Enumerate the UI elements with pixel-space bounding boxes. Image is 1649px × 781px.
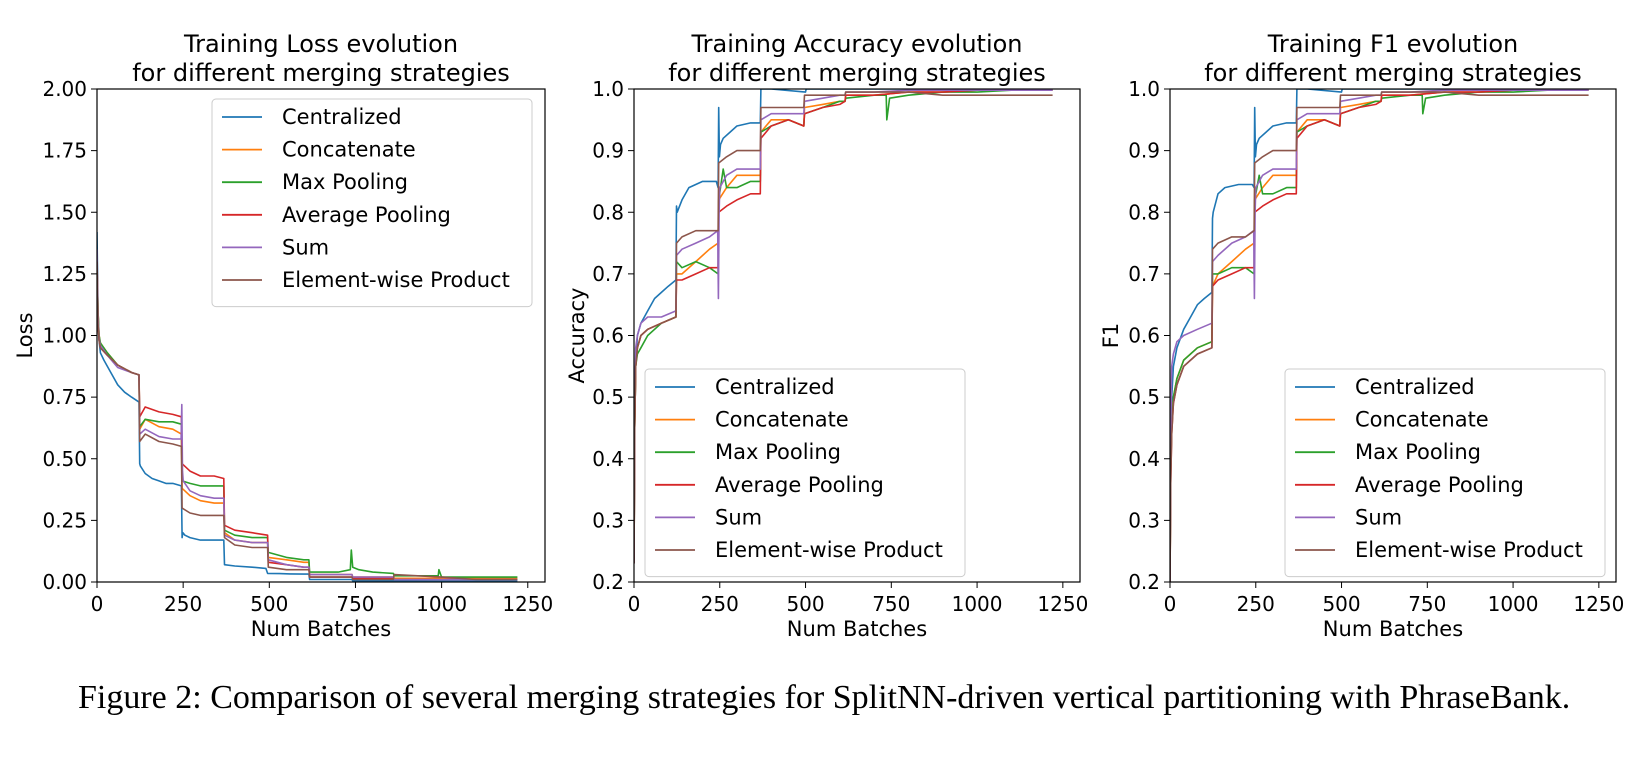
y-tick-label: 0.3 [592,508,624,532]
x-tick-label: 750 [336,592,374,616]
x-tick-label: 250 [701,592,739,616]
y-tick-label: 1.0 [1128,77,1160,101]
y-tick-label: 0.7 [592,262,624,286]
chart-title-line-1: Training F1 evolution [1267,30,1519,58]
legend-box [1284,368,1606,578]
x-tick-label: 250 [164,592,202,616]
x-tick-label: 1000 [416,592,467,616]
series-line-concatenate [97,261,518,580]
y-tick-label: 0.50 [42,447,87,471]
y-tick-label: 1.00 [42,324,87,348]
figure-caption: Figure 2: Comparison of several merging … [78,679,1571,716]
legend-label-element-wise-product: Element-wise Product [282,268,510,292]
x-axis-label: Num Batches [787,617,927,641]
x-tick-label: 1250 [1037,592,1088,616]
y-tick-label: 0.5 [592,385,624,409]
y-tick-label: 0.9 [592,139,624,163]
y-tick-label: 1.75 [42,139,87,163]
x-tick-label: 250 [1237,592,1275,616]
legend-label-max-pooling: Max Pooling [282,170,408,194]
legend: Centralized Concatenate Max Pooling Average… [1284,368,1606,578]
legend-label-concatenate: Concatenate [1355,408,1489,432]
y-tick-label: 0.9 [1128,139,1160,163]
y-tick-label: 0.75 [42,385,87,409]
y-tick-label: 0.8 [1128,200,1160,224]
y-tick-label: 0.2 [592,570,624,594]
y-axis-label: F1 [1099,323,1123,348]
x-axis-label: Num Batches [1323,617,1463,641]
x-tick-label: 500 [786,592,824,616]
x-tick-label: 750 [872,592,910,616]
series-line-max-pooling [97,261,518,578]
y-tick-label: 0.4 [592,447,624,471]
series-line-average-pooling [97,261,518,581]
chart-title-line-2: for different merging strategies [1204,59,1582,87]
series-line-element-wise-product [97,261,518,581]
y-tick-label: 1.25 [42,262,87,286]
y-tick-label: 0.6 [592,324,624,348]
legend-label-centralized: Centralized [1355,375,1475,399]
y-tick-label: 0.25 [42,508,87,532]
legend-label-sum: Sum [282,235,329,259]
legend-label-max-pooling: Max Pooling [715,440,841,464]
legend-label-average-pooling: Average Pooling [282,203,451,227]
y-tick-label: 0.2 [1128,570,1160,594]
legend-label-element-wise-product: Element-wise Product [715,538,943,562]
x-axis-label: Num Batches [251,617,391,641]
chart-title-line-2: for different merging strategies [668,59,1046,87]
x-tick-label: 0 [91,592,104,616]
y-tick-label: 0.7 [1128,262,1160,286]
x-tick-label: 1250 [502,592,553,616]
chart-title-line-2: for different merging strategies [132,59,510,87]
series-line-element-wise-product [1170,91,1589,582]
plot-lines [634,89,1053,564]
legend-label-average-pooling: Average Pooling [1355,473,1524,497]
y-tick-label: 0.00 [42,570,87,594]
legend-label-concatenate: Concatenate [282,138,416,162]
x-tick-label: 750 [1408,592,1446,616]
y-tick-label: 1.50 [42,200,87,224]
y-tick-label: 0.8 [592,200,624,224]
legend-label-concatenate: Concatenate [715,408,849,432]
x-tick-label: 1000 [952,592,1003,616]
x-tick-label: 500 [1322,592,1360,616]
x-tick-label: 1000 [1488,592,1539,616]
legend-label-centralized: Centralized [282,105,402,129]
y-tick-label: 0.3 [1128,508,1160,532]
y-tick-label: 0.6 [1128,324,1160,348]
y-tick-label: 1.0 [592,77,624,101]
series-line-centralized [1170,89,1589,582]
series-line-element-wise-product [634,91,1053,564]
legend-label-sum: Sum [715,505,762,529]
y-tick-label: 0.4 [1128,447,1160,471]
series-line-centralized [97,231,518,582]
plot-lines [1170,89,1589,582]
legend: Centralized Concatenate Max Pooling Average… [211,98,533,308]
y-axis-label: Accuracy [565,288,589,384]
legend: Centralized Concatenate Max Pooling Average… [644,368,966,578]
y-tick-label: 2.00 [42,77,87,101]
chart-title-line-1: Training Loss evolution [183,30,458,58]
y-axis-label: Loss [13,312,37,358]
legend-box [644,368,966,578]
legend-label-element-wise-product: Element-wise Product [1355,538,1583,562]
x-tick-label: 0 [1164,592,1177,616]
legend-label-sum: Sum [1355,505,1402,529]
legend-label-centralized: Centralized [715,375,835,399]
legend-label-max-pooling: Max Pooling [1355,440,1481,464]
x-tick-label: 500 [250,592,288,616]
x-tick-label: 0 [628,592,641,616]
legend-label-average-pooling: Average Pooling [715,473,884,497]
plot-lines [97,231,518,582]
chart-title-line-1: Training Accuracy evolution [690,30,1022,58]
series-line-centralized [634,89,1053,564]
legend-box [211,98,533,308]
x-tick-label: 1250 [1573,592,1624,616]
y-tick-label: 0.5 [1128,385,1160,409]
